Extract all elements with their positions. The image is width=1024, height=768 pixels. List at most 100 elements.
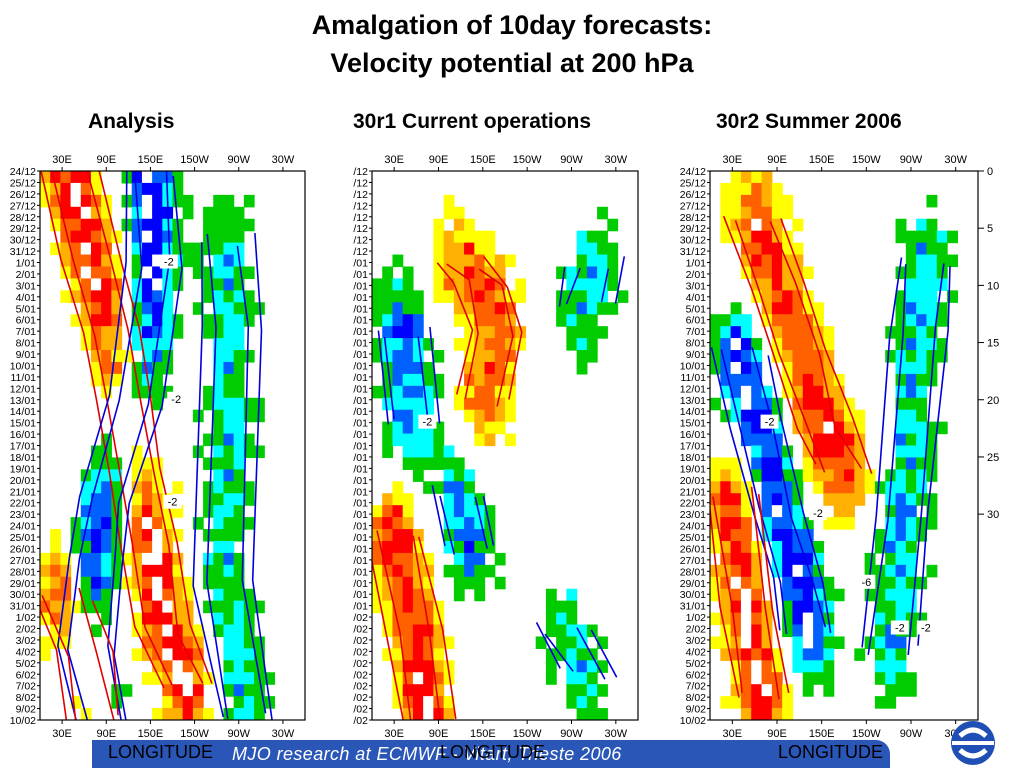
heatmap-cell: [162, 171, 174, 184]
y2-tick-label: 25: [987, 452, 999, 464]
heatmap-cell: [792, 493, 804, 506]
heatmap-cell: [131, 505, 143, 518]
heatmap-cell: [556, 624, 567, 638]
heatmap-cell: [895, 648, 907, 661]
heatmap-cell: [751, 290, 763, 303]
heatmap-cell: [80, 540, 92, 554]
heatmap-cell: [402, 564, 414, 578]
heatmap-cell: [782, 278, 794, 291]
heatmap-cell: [131, 552, 143, 566]
contour-line: [478, 268, 514, 407]
heatmap-cell: [936, 254, 948, 268]
heatmap-cell: [617, 290, 629, 303]
heatmap-cell: [761, 708, 773, 720]
heatmap-cell: [720, 505, 732, 518]
heatmap-cell: [152, 242, 163, 256]
y-tick-label: 2/01: [686, 269, 707, 281]
heatmap-cell: [70, 290, 82, 303]
heatmap-cell: [813, 373, 824, 387]
heatmap-cell: [131, 278, 143, 291]
heatmap-cell: [751, 218, 763, 232]
heatmap-cell: [90, 540, 102, 554]
heatmap-cell: [392, 648, 404, 661]
heatmap-cell: [792, 660, 804, 673]
heatmap-cell: [792, 302, 804, 315]
heatmap-cell: [740, 433, 752, 447]
contour-label: -6: [861, 577, 871, 589]
heatmap-cell: [423, 385, 434, 399]
heatmap-cell: [433, 612, 445, 626]
heatmap-cell: [412, 540, 424, 554]
heatmap-cell: [402, 457, 414, 470]
heatmap-cell: [484, 517, 496, 530]
heatmap-cell: [771, 481, 783, 494]
y-tick-label: 9/02: [16, 704, 37, 716]
heatmap-cell: [720, 517, 732, 530]
contour-line: [429, 326, 441, 424]
heatmap-cell: [792, 540, 804, 554]
heatmap-cell: [771, 529, 783, 542]
heatmap-cell: [412, 576, 424, 590]
heatmap-cell: [233, 218, 245, 232]
heatmap-cell: [874, 660, 886, 673]
heatmap-cell: [936, 302, 948, 315]
heatmap-cell: [556, 636, 567, 649]
x-tick-label-top: 30W: [605, 154, 628, 166]
y-tick-label: /01: [353, 589, 368, 601]
heatmap-cell: [905, 290, 917, 303]
heatmap-cell: [50, 636, 61, 649]
heatmap-cell: [484, 397, 496, 411]
heatmap-cell: [710, 469, 721, 482]
heatmap-cell: [484, 421, 496, 435]
heatmap-cell: [111, 338, 123, 351]
heatmap-cell: [213, 314, 225, 327]
contour-line: [720, 349, 788, 634]
heatmap-cell: [740, 552, 752, 566]
heatmap-cell: [213, 457, 225, 470]
heatmap-cell: [586, 230, 598, 244]
y-tick-label: 27/01: [10, 555, 36, 567]
heatmap-cell: [905, 600, 917, 614]
heatmap-cell: [50, 194, 61, 208]
heatmap-cell: [566, 672, 578, 685]
heatmap-cell: [60, 600, 72, 614]
heatmap-cell: [443, 493, 455, 506]
heatmap-cell: [802, 433, 814, 447]
heatmap-cell: [895, 505, 907, 518]
heatmap-cell: [412, 421, 424, 435]
heatmap-cell: [90, 373, 102, 387]
heatmap-cell: [484, 278, 496, 291]
heatmap-cell: [433, 421, 445, 435]
heatmap-cell: [515, 338, 527, 351]
heatmap-cell: [761, 481, 773, 494]
heatmap-cell: [916, 409, 928, 423]
heatmap-cell: [545, 624, 557, 638]
heatmap-cell: [40, 552, 51, 566]
heatmap-cell: [782, 302, 794, 315]
heatmap-cell: [505, 397, 516, 411]
heatmap-cell: [412, 672, 424, 685]
heatmap-cell: [885, 540, 897, 554]
x-tick-label-bottom: 30W: [605, 728, 628, 740]
contour-label: -2: [921, 623, 931, 635]
heatmap-cell: [50, 540, 61, 554]
heatmap-cell: [802, 624, 814, 638]
heatmap-cell: [243, 660, 255, 673]
heatmap-cell: [597, 278, 608, 291]
heatmap-cell: [402, 636, 414, 649]
heatmap-cell: [905, 469, 917, 482]
heatmap-cell: [720, 338, 732, 351]
heatmap-cell: [710, 636, 721, 649]
heatmap-cell: [874, 624, 886, 638]
y-tick-label: /12: [353, 189, 368, 201]
heatmap-cell: [576, 624, 588, 638]
heatmap-cell: [453, 564, 465, 578]
heatmap-cell: [802, 517, 814, 530]
heatmap-cell: [494, 373, 506, 387]
heatmap-cell: [576, 266, 588, 280]
heatmap-cell: [243, 314, 255, 327]
heatmap-cell: [730, 564, 742, 578]
heatmap-cell: [740, 672, 752, 685]
y-tick-label: 24/01: [680, 521, 706, 533]
heatmap-cell: [172, 600, 184, 614]
